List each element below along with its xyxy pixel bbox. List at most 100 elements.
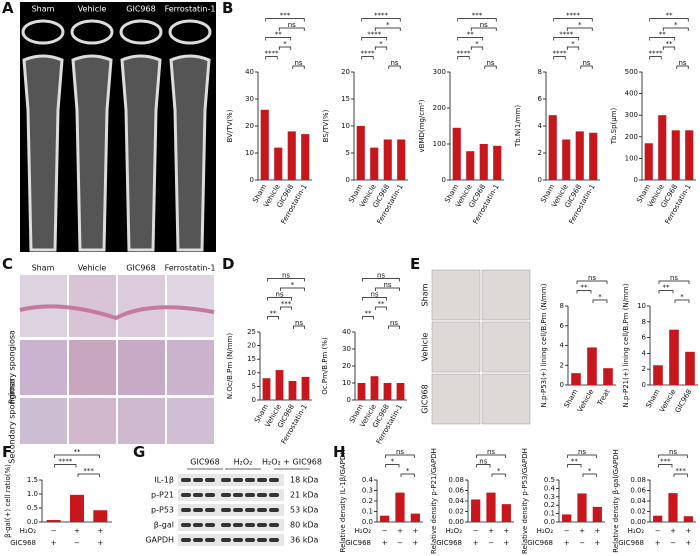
bar — [669, 329, 679, 385]
x-row-sign: − — [397, 539, 403, 547]
lane-label: H₂O₂ — [234, 458, 253, 467]
lane-label: GIC968 — [190, 458, 219, 467]
significance-label: * — [680, 293, 684, 301]
ct-column-label: GIC968 — [126, 5, 155, 14]
y-tick-label: 0.06 — [630, 487, 646, 495]
blot-band — [181, 478, 191, 482]
y-tick-label: 300 — [625, 111, 638, 119]
y-tick-label: 40 — [342, 328, 351, 336]
significance-bracket — [658, 290, 674, 294]
significance-label: ns — [670, 274, 678, 282]
significance-bracket — [361, 37, 388, 41]
significance-label: ns — [295, 319, 303, 327]
significance-bracket — [580, 65, 593, 69]
protein-label: p-P53 — [151, 506, 174, 515]
significance-bracket — [361, 18, 401, 22]
y-tick-label: 40 — [245, 68, 254, 76]
significance-label: ns — [480, 21, 488, 29]
y-tick-label: 6 — [642, 334, 647, 342]
significance-bracket — [674, 299, 690, 303]
bar — [380, 515, 390, 522]
y-axis-label: BS/TV(%) — [322, 109, 330, 142]
x-row-sign: + — [97, 539, 103, 547]
y-tick-label: 0.02 — [630, 508, 646, 516]
significance-label: ns — [377, 272, 385, 280]
x-row-label: H₂O₂ — [628, 527, 645, 535]
protein-label: p-P21 — [151, 491, 174, 500]
ct-column-label: Ferrostatin-1 — [165, 5, 216, 14]
x-row-sign: − — [51, 527, 57, 535]
blot-band — [221, 523, 231, 527]
blot-band — [193, 493, 203, 497]
significance-bracket — [267, 297, 292, 301]
y-tick-label: 100 — [625, 154, 638, 162]
significance-label: **** — [566, 12, 581, 20]
bar — [370, 147, 379, 180]
histology-column-label: GIC968 — [126, 264, 155, 273]
significance-bracket — [582, 473, 597, 477]
y-tick-label: 20 — [247, 342, 256, 350]
bar — [287, 131, 296, 180]
blot-band — [181, 523, 191, 527]
significance-label: ns — [588, 274, 596, 282]
significance-bracket — [400, 473, 415, 477]
ihc-row-label: Vehicle — [421, 333, 430, 362]
significance-bracket — [374, 46, 388, 50]
x-row-sign: + — [488, 527, 494, 535]
significance-label: ** — [467, 31, 475, 39]
significance-bracket — [457, 37, 484, 41]
significance-bracket — [375, 306, 387, 310]
bar — [301, 134, 310, 180]
y-tick-label: 10 — [245, 149, 254, 157]
blot-band — [181, 538, 191, 542]
significance-label: *** — [280, 12, 291, 20]
blot-band — [221, 538, 231, 542]
blot-band — [233, 493, 243, 497]
y-tick-label: 0.08 — [630, 476, 646, 484]
significance-label: ns — [275, 291, 283, 299]
significance-bracket — [278, 46, 292, 50]
x-row-sign: − — [655, 527, 661, 535]
bar — [653, 365, 663, 385]
significance-label: **** — [367, 31, 382, 39]
blot-band — [205, 523, 215, 527]
bar — [683, 516, 693, 522]
blot-band — [221, 478, 231, 482]
bar — [587, 347, 597, 385]
panel-letter: H — [333, 443, 346, 461]
blot-band — [245, 508, 255, 512]
y-axis-label: β-gal(+) cell ratio(%) — [4, 464, 12, 538]
significance-label: * — [571, 40, 575, 48]
bar — [397, 139, 406, 180]
blot-band — [269, 538, 279, 542]
bar — [301, 376, 310, 400]
ihc-row-label: GIC968 — [421, 384, 430, 413]
y-tick-label: 400 — [625, 90, 638, 98]
significance-bracket — [265, 56, 278, 60]
significance-bracket — [362, 278, 400, 282]
bar — [592, 506, 602, 522]
significance-label: ** — [378, 300, 386, 308]
blot-band — [233, 538, 243, 542]
y-axis-label: N.Oc/B.Pm (N/mm) — [226, 333, 234, 399]
y-tick-label: 8 — [538, 68, 542, 76]
bar — [274, 147, 283, 180]
bar — [571, 373, 581, 385]
significance-bracket — [388, 65, 401, 69]
ct-images: Sham Vehicle GIC968 Ferrostatin-1 — [20, 2, 216, 252]
bar — [493, 145, 502, 180]
bar — [356, 126, 365, 180]
bar — [260, 109, 269, 180]
significance-label: * — [497, 467, 501, 475]
blot-band — [245, 538, 255, 542]
significance-label: ** — [365, 310, 373, 318]
significance-bracket — [553, 56, 566, 60]
significance-label: *** — [675, 467, 686, 475]
significance-label: * — [379, 40, 383, 48]
x-row-sign: + — [503, 539, 509, 547]
blot-band — [193, 538, 203, 542]
blot-band — [233, 523, 243, 527]
significance-label: **** — [374, 12, 389, 20]
significance-label: **** — [559, 31, 574, 39]
ct-column-label: Sham — [32, 5, 55, 14]
